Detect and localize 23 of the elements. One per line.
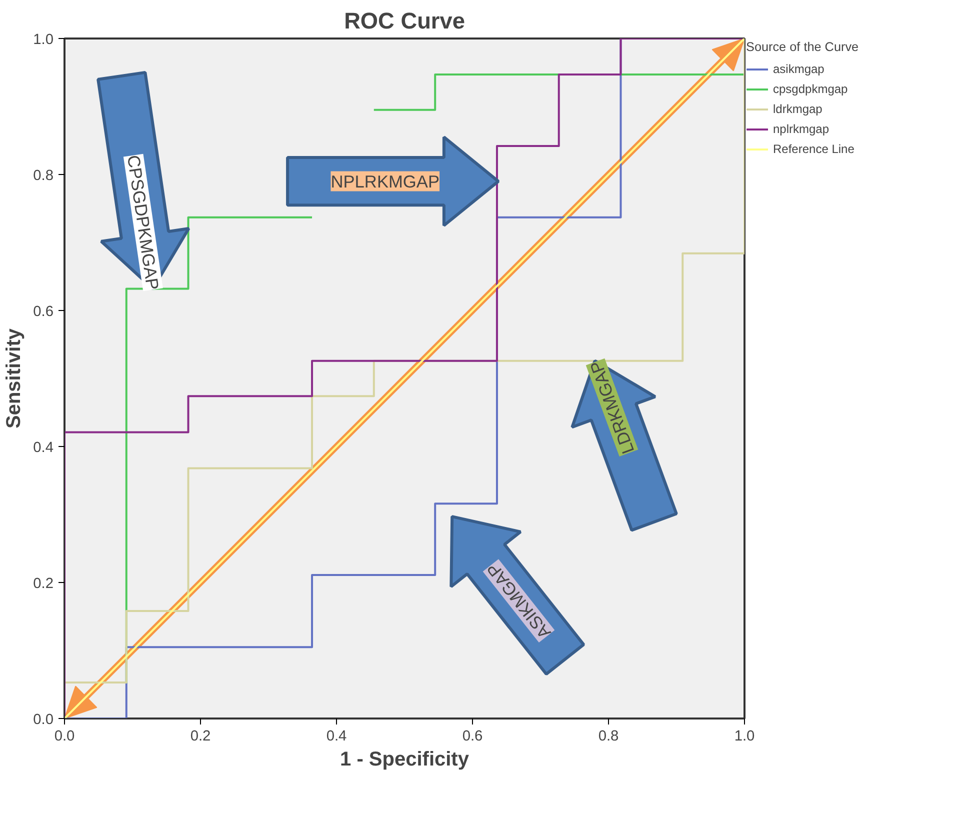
y-tick-label: 0.6 bbox=[33, 304, 54, 320]
chart-title: ROC Curve bbox=[344, 8, 465, 34]
y-tick-label: 0.2 bbox=[33, 576, 54, 592]
line-series bbox=[64, 38, 744, 718]
legend-label: Reference Line bbox=[773, 142, 854, 156]
legend-label: ldrkmgap bbox=[773, 102, 822, 116]
y-axis-title: Sensitivity bbox=[3, 328, 26, 429]
y-tick-label: 0.4 bbox=[33, 440, 54, 456]
y-tick-label: 0.0 bbox=[33, 712, 54, 728]
annotation: NPLRKMGAP bbox=[330, 171, 440, 192]
x-tick-label: 0.2 bbox=[190, 728, 211, 744]
legend-label: cpsgdpkmgap bbox=[773, 82, 848, 96]
x-tick-label: 0.4 bbox=[326, 728, 347, 744]
legend-label: nplrkmgap bbox=[773, 122, 830, 136]
legend-title: Source of the Curve bbox=[746, 40, 859, 54]
y-tick-label: 1.0 bbox=[33, 32, 54, 48]
y-tick-label: 0.8 bbox=[33, 168, 54, 184]
x-tick-label: 0.8 bbox=[598, 728, 619, 744]
x-tick-label: 1.0 bbox=[734, 728, 755, 744]
x-tick-label: 0.0 bbox=[54, 728, 75, 744]
x-axis-title: 1 - Specificity bbox=[340, 748, 470, 770]
legend-label: asikmgap bbox=[773, 62, 824, 76]
x-tick-label: 0.6 bbox=[462, 728, 483, 744]
